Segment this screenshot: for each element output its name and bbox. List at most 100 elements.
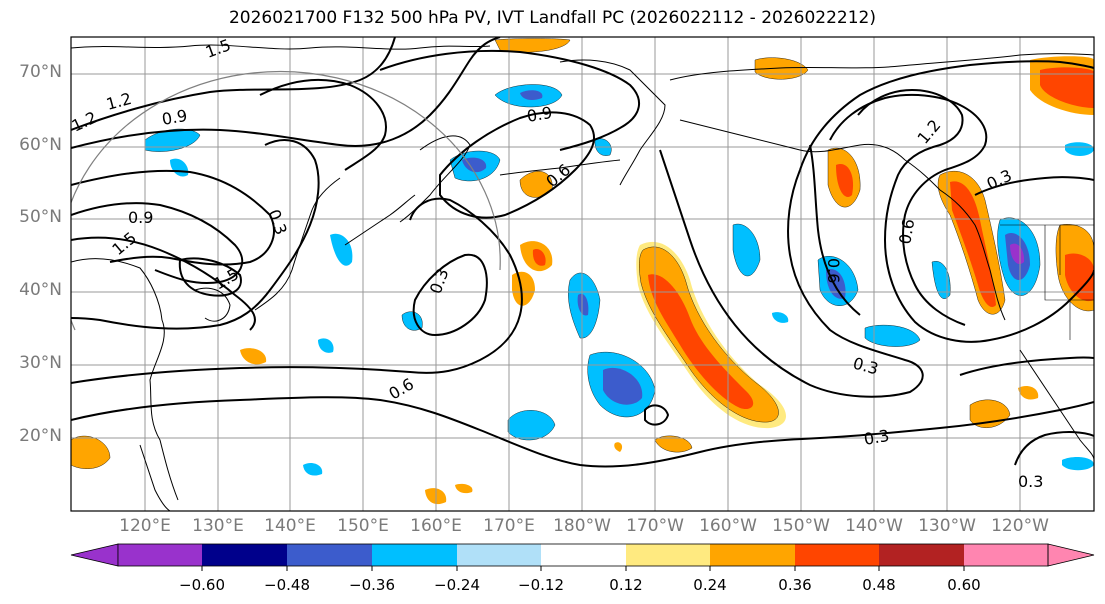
contour-line — [71, 236, 256, 331]
colorbar-swatch — [626, 544, 710, 566]
map-title: 2026021700 F132 500 hPa PV, IVT Landfall… — [228, 8, 876, 28]
shade-blue — [1062, 457, 1094, 471]
contour-line — [71, 139, 320, 330]
contour-line — [829, 93, 988, 326]
shade-orange — [455, 483, 473, 494]
contour-line — [71, 37, 396, 131]
contour-line — [259, 78, 387, 171]
colorbar-swatch — [710, 544, 795, 566]
lon-label-130w: 130°W — [918, 516, 976, 536]
lon-label-120e: 120°E — [119, 516, 171, 536]
shade-orange — [71, 435, 111, 469]
colorbar-tick: 0.48 — [862, 576, 896, 594]
lon-label-150e: 150°E — [337, 516, 389, 536]
contour-line — [857, 88, 964, 241]
shade-blue-dark — [520, 90, 543, 101]
lat-label-70n: 70°N — [19, 62, 62, 82]
contour-line — [799, 60, 1094, 171]
lon-label-140e: 140°E — [264, 516, 316, 536]
contour-line — [412, 253, 488, 337]
contour-label: 0.3 — [862, 426, 890, 449]
shade-blue-dark — [577, 293, 589, 316]
contour-line — [884, 239, 1094, 343]
shade-blue-dark — [462, 157, 487, 173]
lon-label-120w: 120°W — [991, 516, 1049, 536]
contour-line — [959, 356, 1094, 376]
lat-label-40n: 40°N — [19, 280, 62, 300]
shade-purple — [1010, 243, 1025, 265]
shade-blue — [303, 463, 323, 476]
shade-blue — [931, 261, 951, 299]
lon-label-160e: 160°E — [410, 516, 462, 536]
coastlines — [71, 44, 1094, 511]
lon-label-180w: 180°W — [553, 516, 611, 536]
lat-label-30n: 30°N — [19, 353, 62, 373]
contour-label: 0.9 — [160, 106, 188, 129]
colorbar — [70, 543, 1095, 571]
colorbar-tick: 0.60 — [947, 576, 981, 594]
shade-red — [950, 181, 996, 308]
colorbar-tick: −0.24 — [434, 576, 480, 594]
coast-japan — [254, 177, 341, 311]
colorbar-arrow-right — [1047, 543, 1095, 567]
shade-orange — [512, 271, 535, 306]
shade-blue — [772, 312, 789, 323]
lat-label-20n: 20°N — [19, 426, 62, 446]
shade-blue — [318, 338, 334, 353]
lon-label-160w: 160°W — [699, 516, 757, 536]
colorbar-tick: −0.12 — [518, 576, 564, 594]
lon-label-170e: 170°E — [483, 516, 535, 536]
colorbar-tick: −0.36 — [349, 576, 395, 594]
shade-orange — [614, 442, 623, 452]
map-frame — [70, 36, 1095, 512]
contour-label: 0.9 — [525, 103, 553, 126]
contour-line — [178, 257, 242, 297]
colorbar-tick: 0.12 — [609, 576, 643, 594]
contour-line — [71, 37, 501, 149]
shade-red — [1065, 253, 1094, 302]
colorbar-frame — [117, 543, 1049, 567]
coast-asia-north — [71, 44, 491, 50]
coast-baja — [1019, 349, 1094, 461]
colorbar-arrow-left — [70, 543, 119, 567]
colorbar-tick: 0.24 — [693, 576, 727, 594]
coast-alaska-south — [679, 119, 906, 161]
contour-line — [974, 176, 1094, 196]
shade-red — [836, 164, 854, 197]
shade-red — [648, 274, 754, 410]
colorbar-swatch — [372, 544, 457, 566]
colorbar-tick: 0.36 — [778, 576, 812, 594]
coast-asia-east — [71, 258, 179, 501]
shade-red — [532, 249, 546, 266]
contour-label: 0.9 — [128, 208, 153, 227]
colorbar-tick: −0.48 — [264, 576, 310, 594]
lon-label-130e: 130°E — [192, 516, 244, 536]
coast-alaska-west — [559, 59, 666, 186]
contour-line — [659, 149, 924, 398]
coast-aleutians — [499, 159, 621, 176]
shade-orange — [240, 348, 267, 365]
colorbar-swatch — [879, 544, 964, 566]
colorbar-swatch — [541, 544, 626, 566]
colorbar-swatch — [287, 544, 372, 566]
lon-label-140w: 140°W — [845, 516, 903, 536]
shade-blue — [1065, 142, 1094, 156]
contour-line — [71, 197, 523, 384]
shade-blue — [330, 233, 353, 266]
contour-line — [809, 144, 861, 316]
lon-label-170w: 170°W — [626, 516, 684, 536]
contour-line — [379, 49, 640, 151]
coast-canada — [904, 159, 1006, 321]
contour-line — [644, 404, 670, 426]
contour-line — [71, 202, 244, 285]
contour-label: 0.3 — [1018, 472, 1043, 491]
shade-blue — [732, 223, 761, 277]
boundaries — [1000, 224, 1094, 340]
colorbar-swatch — [202, 544, 287, 566]
contour-line — [71, 396, 1094, 468]
contour-label: 0.6 — [895, 217, 918, 245]
colorbar-swatch — [964, 544, 1048, 566]
coast-korea — [194, 287, 231, 322]
colorbar-swatch — [118, 544, 202, 566]
